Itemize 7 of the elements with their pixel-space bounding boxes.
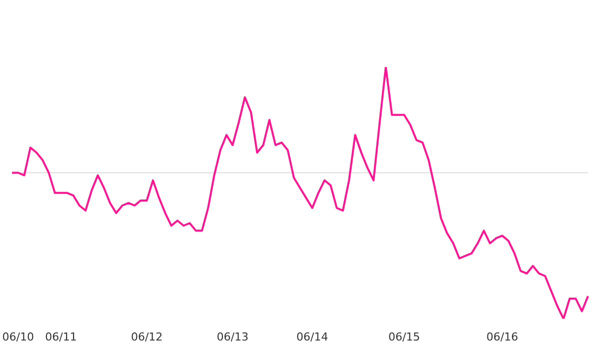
- x-tick-label: 06/10: [2, 330, 34, 344]
- x-tick-label: 06/13: [216, 330, 248, 344]
- x-tick-label: 06/15: [388, 330, 420, 344]
- x-tick-label: 06/16: [486, 330, 518, 344]
- x-tick-label: 06/14: [296, 330, 328, 344]
- x-tick-label: 06/12: [130, 330, 163, 344]
- x-tick-label: 06/11: [45, 330, 77, 344]
